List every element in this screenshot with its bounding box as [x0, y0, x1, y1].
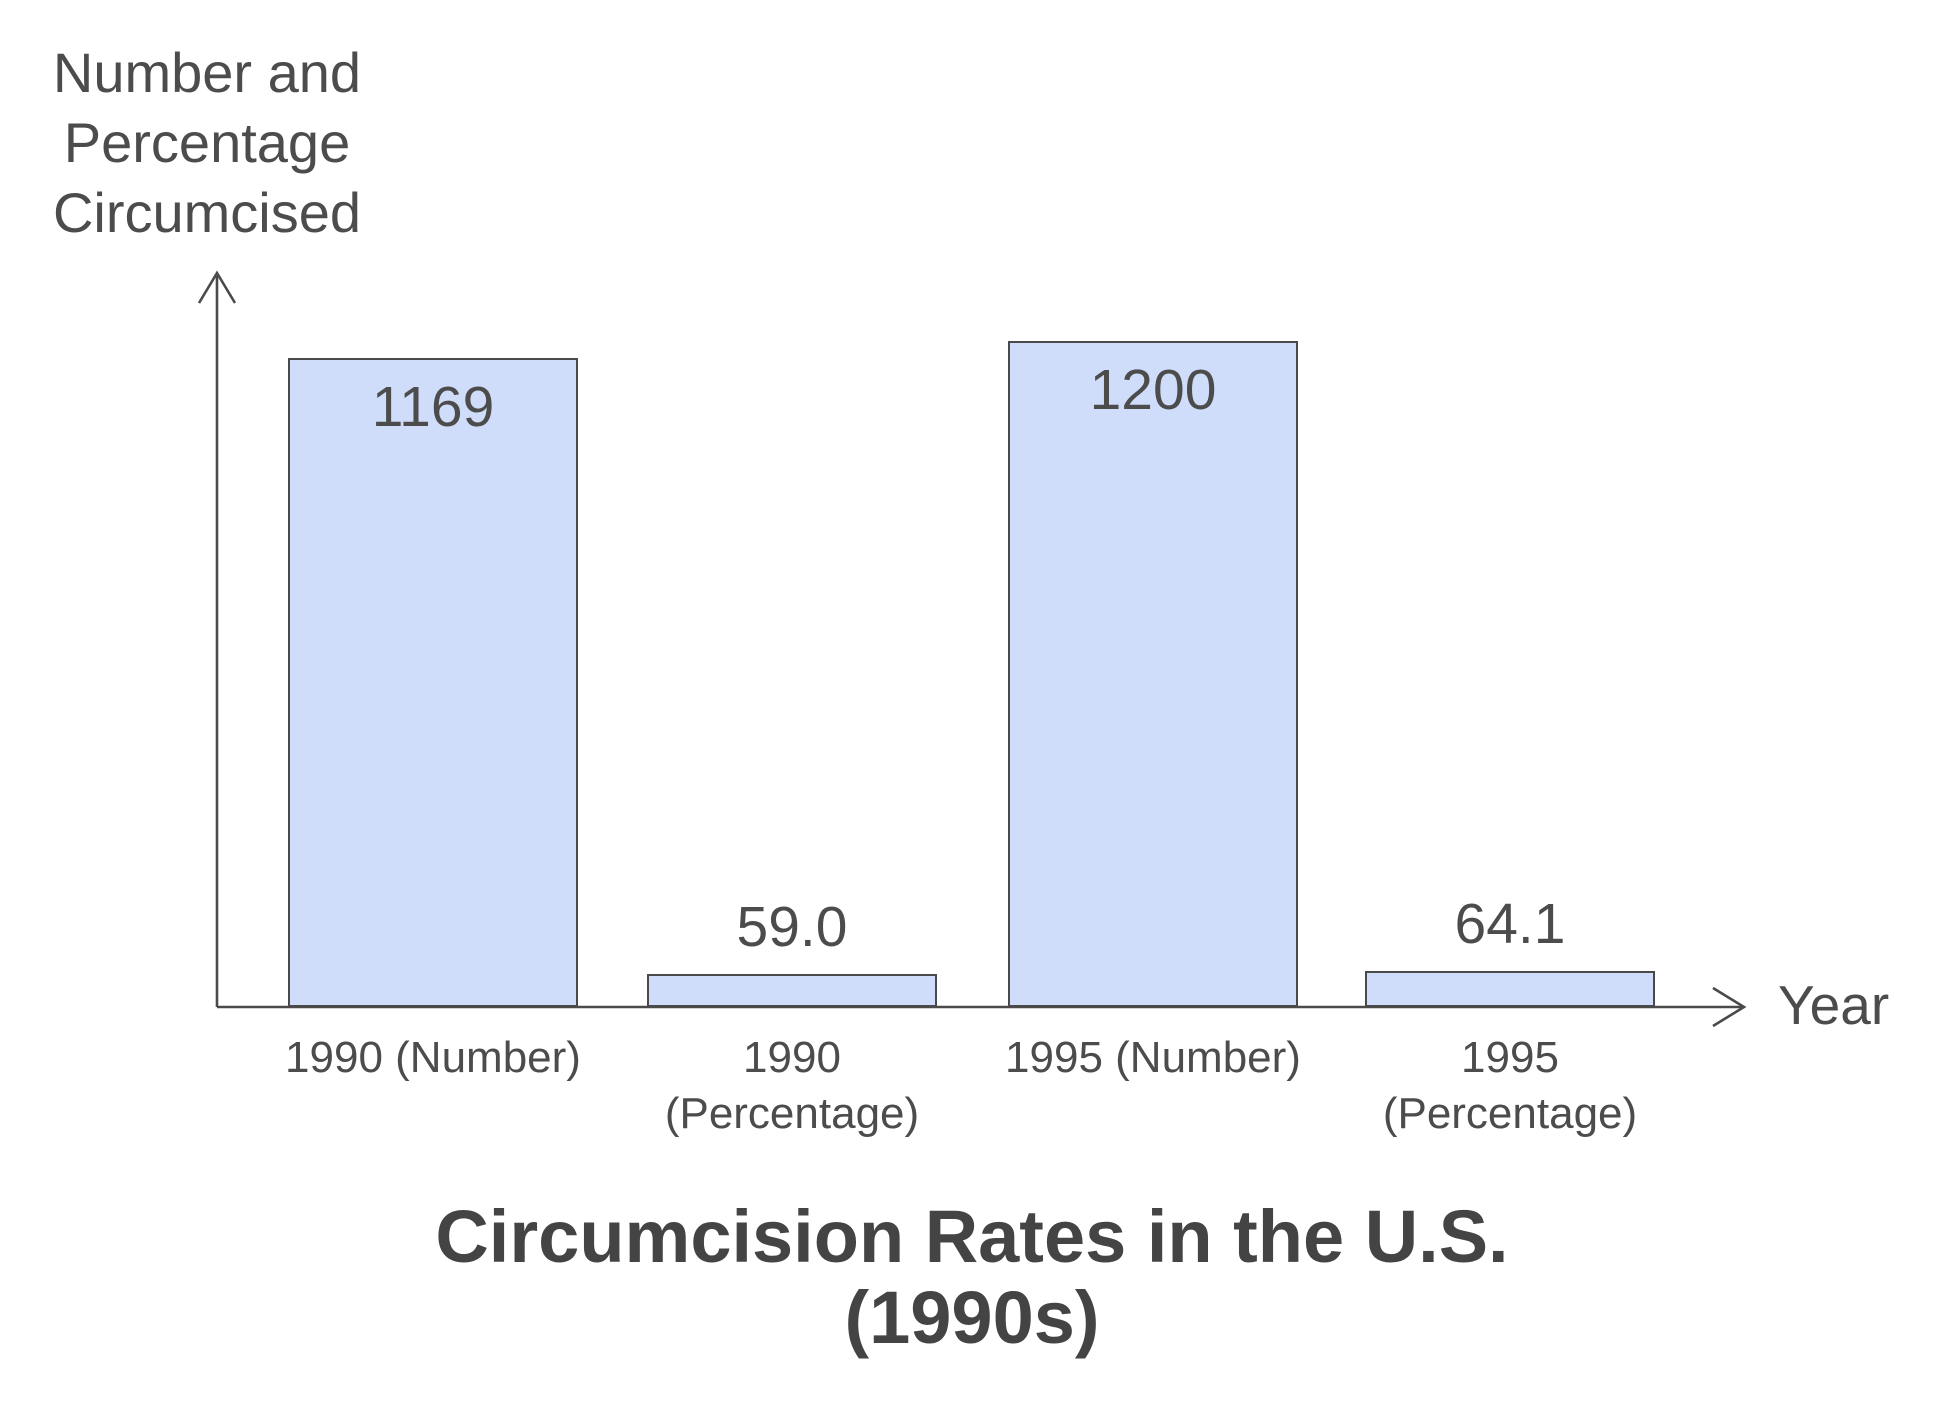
x-tick-label: 1990 (Percentage) [664, 1033, 920, 1138]
x-tick-label: 1990 (Number) [285, 1033, 581, 1082]
bar [288, 358, 578, 1007]
bar [1365, 971, 1655, 1007]
bar [1008, 341, 1298, 1007]
x-axis-arrowhead-icon [1712, 986, 1747, 1028]
bar [647, 974, 937, 1007]
bar-value-label: 64.1 [1454, 892, 1566, 956]
x-tick-label: 1995 (Number) [1005, 1033, 1301, 1082]
bar-value-label: 1169 [371, 375, 495, 439]
x-axis-title: Year [1778, 974, 1890, 1036]
bar-value-label: 59.0 [736, 895, 848, 959]
y-axis-arrowhead-icon [197, 270, 237, 304]
x-tick-label: 1995 (Percentage) [1382, 1033, 1638, 1138]
chart-title: Circumcision Rates in the U.S. (1990s) [435, 1195, 1509, 1359]
y-axis-title: Number and Percentage Circumcised [52, 41, 362, 244]
bar-value-label: 1200 [1089, 358, 1217, 422]
